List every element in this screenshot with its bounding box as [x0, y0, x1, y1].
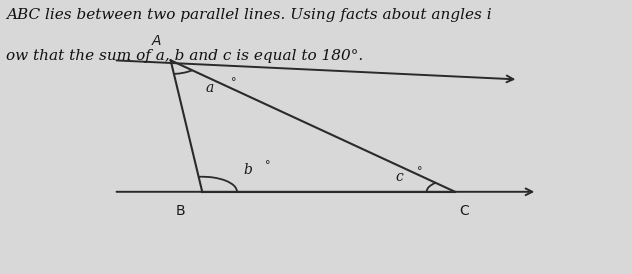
- Text: ow that the sum of a, b and c is equal to 180°.: ow that the sum of a, b and c is equal t…: [6, 49, 363, 63]
- Text: °: °: [265, 161, 271, 171]
- Text: ABC lies between two parallel lines. Using facts about angles i: ABC lies between two parallel lines. Usi…: [6, 8, 492, 22]
- Text: °: °: [231, 79, 236, 89]
- Text: B: B: [175, 204, 185, 218]
- Text: C: C: [459, 204, 470, 218]
- Text: A: A: [152, 34, 162, 48]
- Text: c: c: [395, 170, 403, 184]
- Text: a: a: [205, 81, 214, 95]
- Text: °: °: [417, 168, 423, 178]
- Text: b: b: [243, 163, 252, 177]
